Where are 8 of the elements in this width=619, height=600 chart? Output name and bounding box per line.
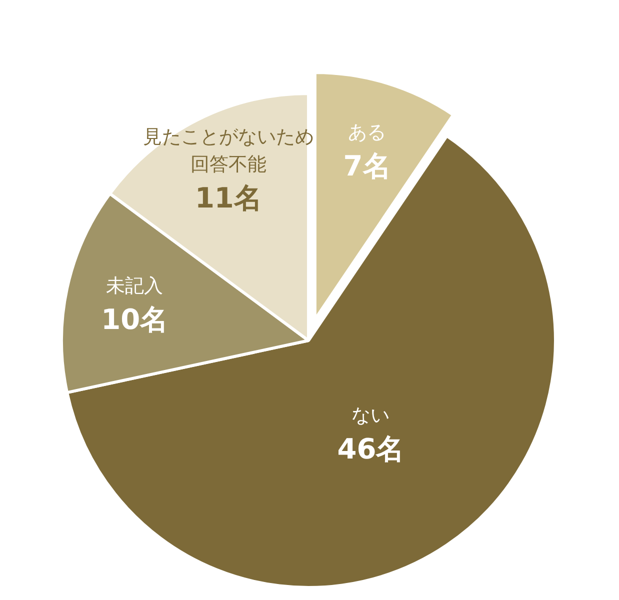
data-label: 10名: [101, 303, 168, 336]
data-label: 11名: [194, 182, 262, 215]
slice-label: ある: [348, 121, 386, 144]
data-label: 7名: [343, 149, 391, 182]
slice-label: 未記入: [106, 275, 164, 298]
slice-label: ない: [352, 404, 390, 427]
slice-label: 見たことがないため回答不能: [142, 126, 314, 176]
data-label: 46名: [337, 432, 404, 466]
